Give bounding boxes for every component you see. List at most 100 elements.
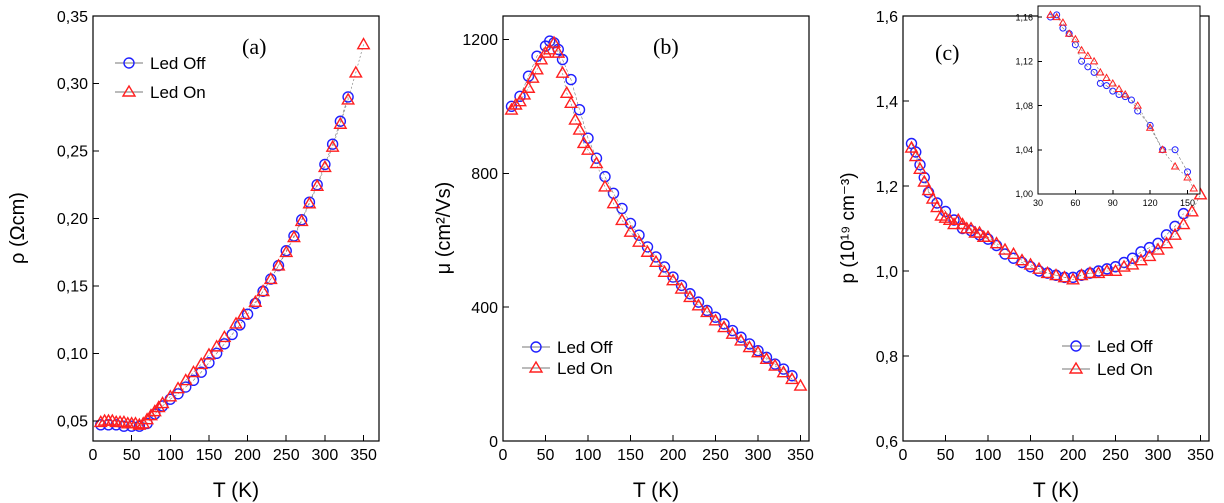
data-point-led-off — [735, 331, 747, 343]
data-point-led-on — [1176, 217, 1191, 230]
data-marks — [93, 37, 371, 432]
data-point-led-on — [691, 298, 706, 311]
legend: Led Off Led On — [522, 338, 613, 378]
data-point-led-on — [1159, 236, 1174, 249]
data-point-led-on — [964, 221, 978, 234]
data-point-led-on — [542, 42, 557, 55]
data-point-led-off — [226, 328, 238, 341]
data-point-led-on — [930, 200, 944, 213]
data-point-led-on — [163, 389, 178, 402]
y-tick-label: 1200 — [462, 32, 498, 49]
data-point-led-off — [726, 324, 739, 337]
data-point-led-on — [186, 365, 201, 378]
y-tick-label: 1,0 — [876, 264, 898, 281]
x-tick-label: 200 — [660, 447, 687, 464]
data-point-led-on — [1100, 263, 1114, 277]
data-point-led-off — [319, 158, 331, 171]
inset-frame — [1037, 5, 1201, 195]
data-point-led-on — [1142, 248, 1157, 262]
data-point-led-on — [1158, 145, 1167, 153]
y-axis-label: p (10¹⁹ cm⁻³) — [838, 172, 859, 283]
data-point-led-on — [521, 80, 536, 93]
data-point-led-on — [1040, 265, 1055, 279]
inset-marks — [1046, 10, 1199, 192]
data-point-led-on — [666, 273, 680, 286]
data-point-led-on — [1032, 261, 1046, 274]
axes: 0 50 100 150 200 250 300 350 0,05 0,10 0,15 0,20 0,2… — [57, 9, 377, 464]
legend: Led Off Led On — [1062, 337, 1153, 379]
x-tick-label: 150 — [617, 447, 644, 464]
legend-item-led-on: Led On — [1062, 360, 1153, 379]
data-point-led-off — [1084, 63, 1092, 71]
data-point-led-on — [1052, 12, 1062, 21]
data-point-led-on — [1095, 67, 1105, 76]
panel-label: (c) — [935, 40, 959, 65]
data-point-led-off — [234, 319, 246, 331]
data-point-led-on — [683, 289, 697, 303]
x-tick-label: 100 — [975, 447, 1002, 464]
data-point-led-on — [793, 378, 808, 391]
y-tick-label: 1,04 — [1015, 145, 1033, 155]
data-point-led-off — [709, 311, 722, 323]
legend-circle-marker — [1070, 340, 1082, 352]
data-point-led-on — [201, 347, 216, 360]
y-tick-label: 1,16 — [1015, 12, 1033, 22]
data-point-led-on — [1168, 227, 1182, 240]
data-point-led-on — [768, 358, 782, 371]
data-point-led-on — [209, 339, 224, 352]
data-point-led-on — [917, 174, 932, 187]
data-point-led-off — [505, 100, 518, 113]
data-point-led-on — [1145, 123, 1155, 131]
x-tick-label: 50 — [123, 447, 141, 464]
data-point-led-off — [684, 288, 696, 300]
y-tick-label: 0,25 — [57, 144, 88, 161]
y-tick-label: 0,30 — [57, 76, 88, 93]
data-point-led-on — [1133, 101, 1143, 109]
legend-item-led-off: Led Off — [1062, 337, 1153, 356]
data-point-led-on — [333, 116, 348, 129]
data-point-led-on — [325, 139, 340, 152]
data-point-led-on — [589, 156, 604, 169]
y-tick-label: 0,35 — [57, 9, 88, 26]
legend-label: Led Off — [1097, 337, 1153, 356]
legend-label: Led On — [557, 359, 613, 378]
x-tick-label: 150 — [1180, 198, 1195, 208]
x-axis-label: T (K) — [213, 479, 259, 502]
series-line — [100, 96, 349, 427]
data-point-led-on — [155, 396, 170, 409]
data-point-led-off — [718, 318, 730, 330]
inset-axes: 30 60 90 120 150 1,00 1,04 1,08 1,12 1,16 — [1015, 12, 1195, 208]
data-point-led-off — [777, 363, 790, 375]
x-tick-label: 250 — [273, 447, 300, 464]
series-line — [911, 147, 1201, 280]
data-point-led-on — [1049, 268, 1063, 281]
data-point-led-off — [1090, 68, 1098, 76]
data-point-led-on — [908, 149, 923, 162]
y-tick-label: 1,6 — [876, 9, 898, 26]
data-point-led-on — [615, 212, 629, 226]
data-point-led-off — [342, 91, 354, 103]
data-point-led-off — [334, 115, 347, 127]
x-tick-label: 50 — [537, 447, 555, 464]
data-point-led-on — [1117, 259, 1131, 272]
data-point-led-off — [692, 296, 705, 308]
data-point-led-on — [1089, 56, 1099, 65]
y-tick-label: 0,15 — [57, 279, 88, 296]
data-point-led-on — [742, 340, 757, 353]
data-point-led-on — [1046, 10, 1055, 18]
data-point-led-on — [310, 178, 325, 192]
x-tick-label: 30 — [1033, 198, 1043, 208]
data-point-led-on — [725, 326, 740, 339]
data-marks — [904, 137, 1208, 285]
data-point-led-on — [564, 95, 578, 109]
y-tick-label: 1,00 — [1015, 189, 1033, 199]
data-point-led-on — [1083, 51, 1093, 59]
data-point-led-off — [667, 271, 679, 283]
y-tick-label: 0,10 — [57, 346, 88, 363]
data-point-led-on — [356, 37, 371, 50]
data-point-led-on — [1074, 268, 1089, 281]
data-point-led-on — [1077, 45, 1086, 54]
data-point-led-on — [708, 313, 723, 326]
y-axis-label: ρ (Ωcm) — [7, 192, 29, 264]
